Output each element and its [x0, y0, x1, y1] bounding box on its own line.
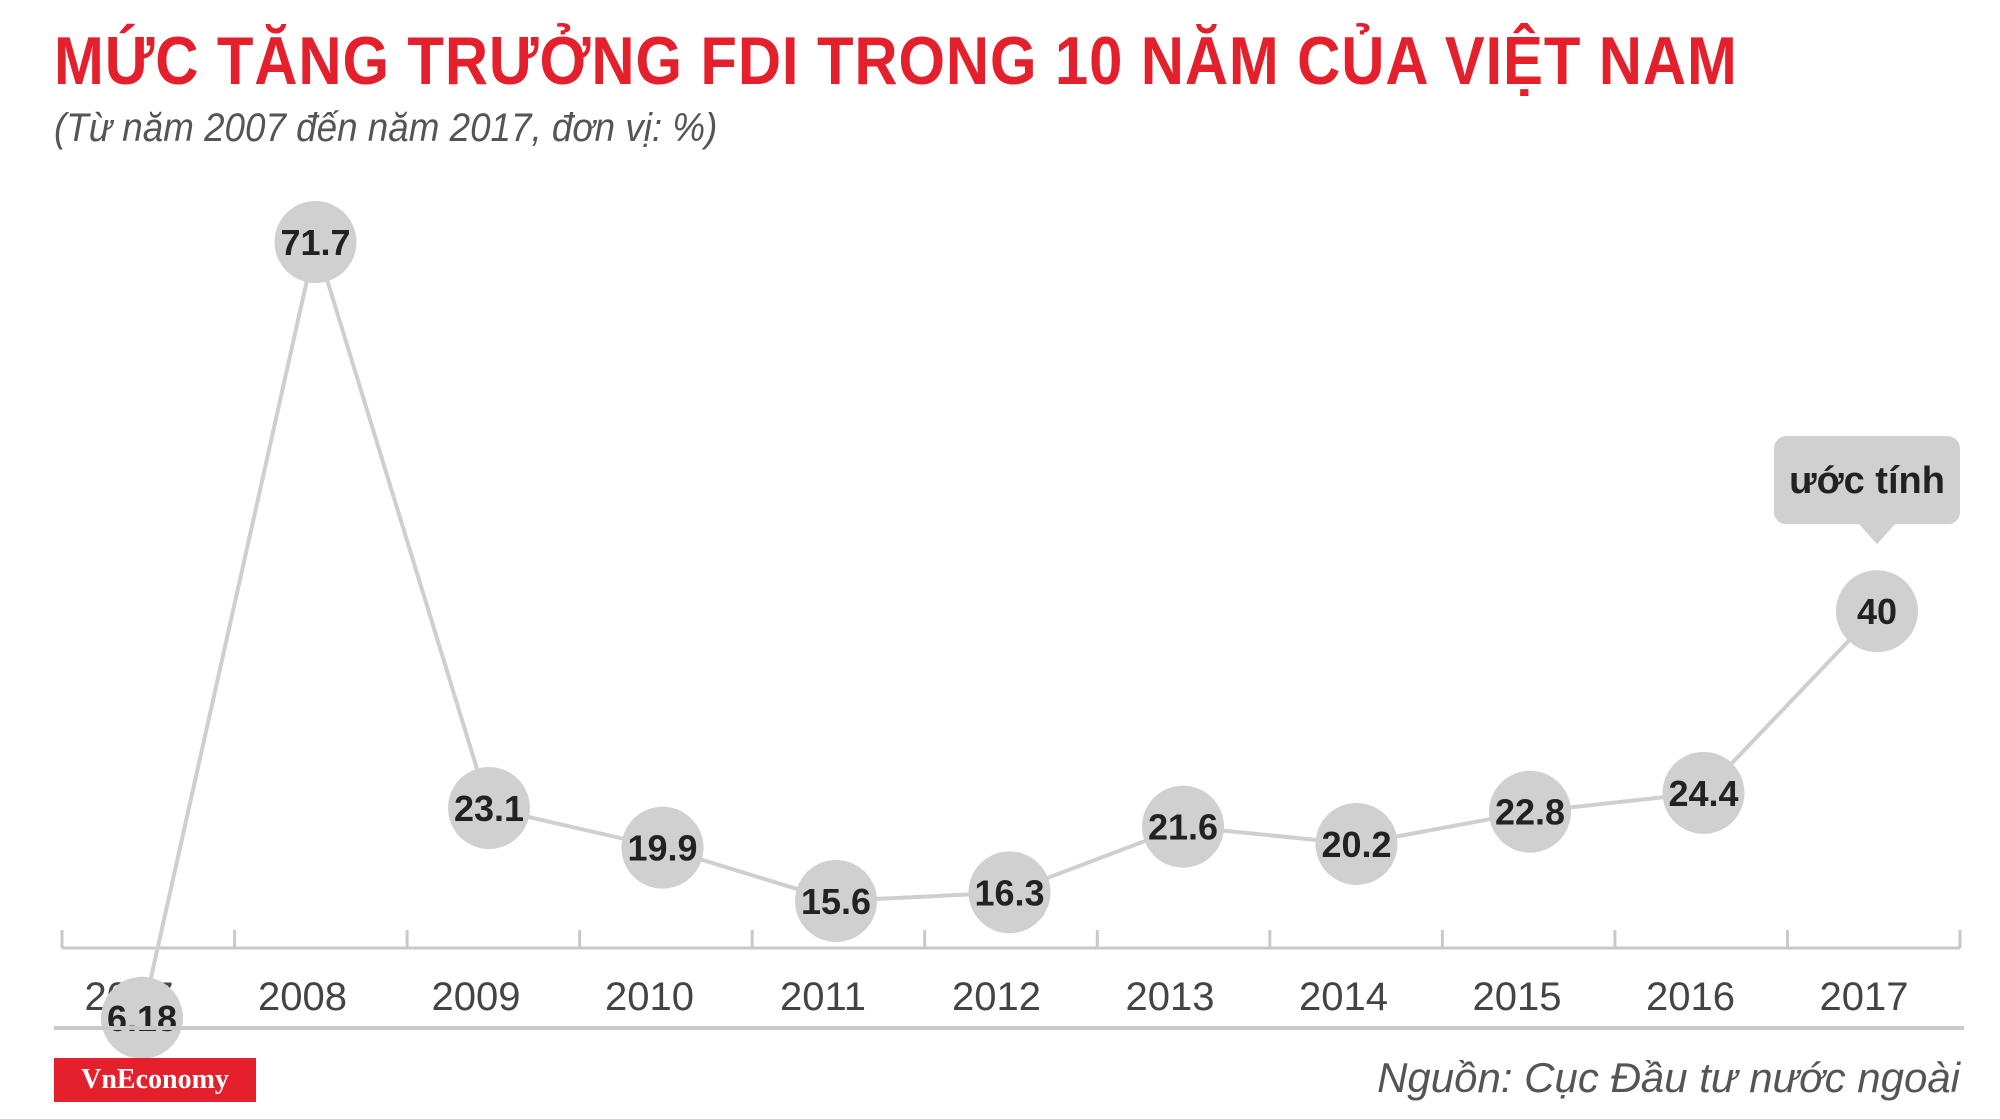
data-label: 19.9 [627, 828, 697, 869]
data-label: 6.18 [107, 998, 177, 1039]
data-label: 15.6 [801, 881, 871, 922]
data-label: 71.7 [280, 222, 350, 263]
x-tick-label: 2014 [1299, 975, 1388, 1019]
data-point [1662, 751, 1745, 834]
x-axis: 2007200820092010201120122013201420152016… [60, 930, 1962, 1019]
page-title: MỨC TĂNG TRƯỞNG FDI TRONG 10 NĂM CỦA VIỆ… [54, 23, 1738, 99]
x-tick-label: 2012 [952, 975, 1041, 1019]
data-point [101, 976, 183, 1059]
data-label: 40 [1857, 591, 1897, 632]
data-point [448, 767, 530, 849]
data-point [795, 860, 877, 942]
data-label: 23.1 [454, 788, 524, 829]
data-point [1142, 785, 1224, 868]
annotation-text: ước tính [1789, 460, 1945, 502]
data-point [968, 851, 1051, 934]
page-subtitle: (Từ năm 2007 đến năm 2017, đơn vị: %) [54, 106, 718, 150]
data-point [1836, 570, 1918, 653]
x-tick-label: 2011 [780, 975, 866, 1019]
x-tick-label: 2013 [1126, 975, 1215, 1019]
x-tick-label: 2010 [605, 975, 694, 1019]
data-point [274, 201, 357, 283]
vneconomy-logo: VnEconomy [54, 1058, 256, 1102]
data-point [621, 806, 704, 889]
data-label: 24.4 [1668, 773, 1738, 814]
annotation: ước tính [1774, 436, 1960, 545]
bottom-divider [54, 1026, 1964, 1030]
data-label: 22.8 [1495, 792, 1565, 833]
data-points: 6.18 71.7 23.1 19.9 15.6 16.3 21.6 20.2 22.8 24.4… [101, 201, 1918, 1059]
data-label: 21.6 [1148, 807, 1218, 848]
x-tick-label: 2008 [258, 975, 347, 1019]
x-tick-label: 2015 [1473, 975, 1562, 1019]
x-tick-label: 2016 [1646, 975, 1735, 1019]
data-label: 16.3 [974, 872, 1044, 913]
annotation-box [1774, 436, 1960, 525]
data-point [1315, 802, 1398, 885]
source-note: Nguồn: Cục Đầu tư nước ngoài [1377, 1054, 1960, 1101]
annotation-pointer [1859, 524, 1895, 545]
data-point [1489, 770, 1571, 853]
data-label: 20.2 [1321, 824, 1391, 865]
x-tick-label: 2009 [432, 975, 521, 1019]
x-tick-label: 2017 [1820, 975, 1909, 1019]
